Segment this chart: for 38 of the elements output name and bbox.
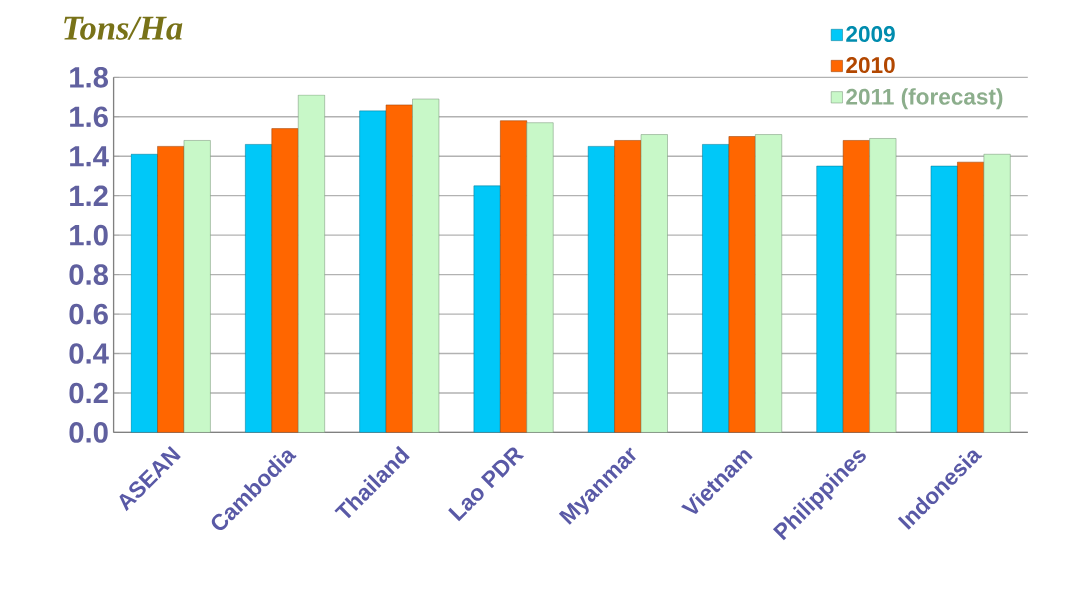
y-tick-label: 0.6 (69, 303, 108, 325)
y-tick-label: 1.2 (70, 185, 108, 206)
y-tick-label: 1.6 (70, 106, 108, 127)
bar (587, 145, 615, 433)
bar (869, 138, 897, 433)
bar (816, 165, 844, 433)
y-tick-label: 0.0 (69, 421, 108, 443)
bar (500, 120, 528, 433)
bar (412, 98, 440, 433)
bar (473, 185, 501, 433)
bar (957, 161, 985, 433)
bar (130, 153, 158, 433)
legend-label: 2009 (846, 25, 895, 42)
bar (640, 134, 668, 433)
y-tick-label: 0.4 (69, 343, 109, 364)
y-tick-label: 1.0 (70, 224, 108, 246)
bar (614, 140, 642, 433)
bar (359, 110, 387, 433)
bar (755, 134, 783, 433)
bar (245, 143, 273, 433)
bar (728, 136, 756, 433)
bar (930, 165, 958, 433)
bar (271, 128, 299, 433)
bar (842, 140, 870, 433)
bar (526, 122, 554, 433)
y-tick-label: 0.8 (69, 264, 109, 285)
y-axis-title: Tons/Ha (64, 16, 183, 40)
y-tick-label: 1.8 (70, 66, 109, 88)
legend-label: 2011 (forecast) (846, 87, 1003, 110)
bar (702, 143, 730, 433)
bar (157, 145, 185, 433)
bar (983, 153, 1011, 433)
y-tick-label: 1.4 (70, 146, 109, 167)
bar (385, 104, 413, 433)
legend-label: 2010 (846, 56, 895, 73)
bar (297, 94, 325, 433)
y-tick-label: 0.2 (69, 382, 108, 404)
bar (183, 140, 211, 433)
